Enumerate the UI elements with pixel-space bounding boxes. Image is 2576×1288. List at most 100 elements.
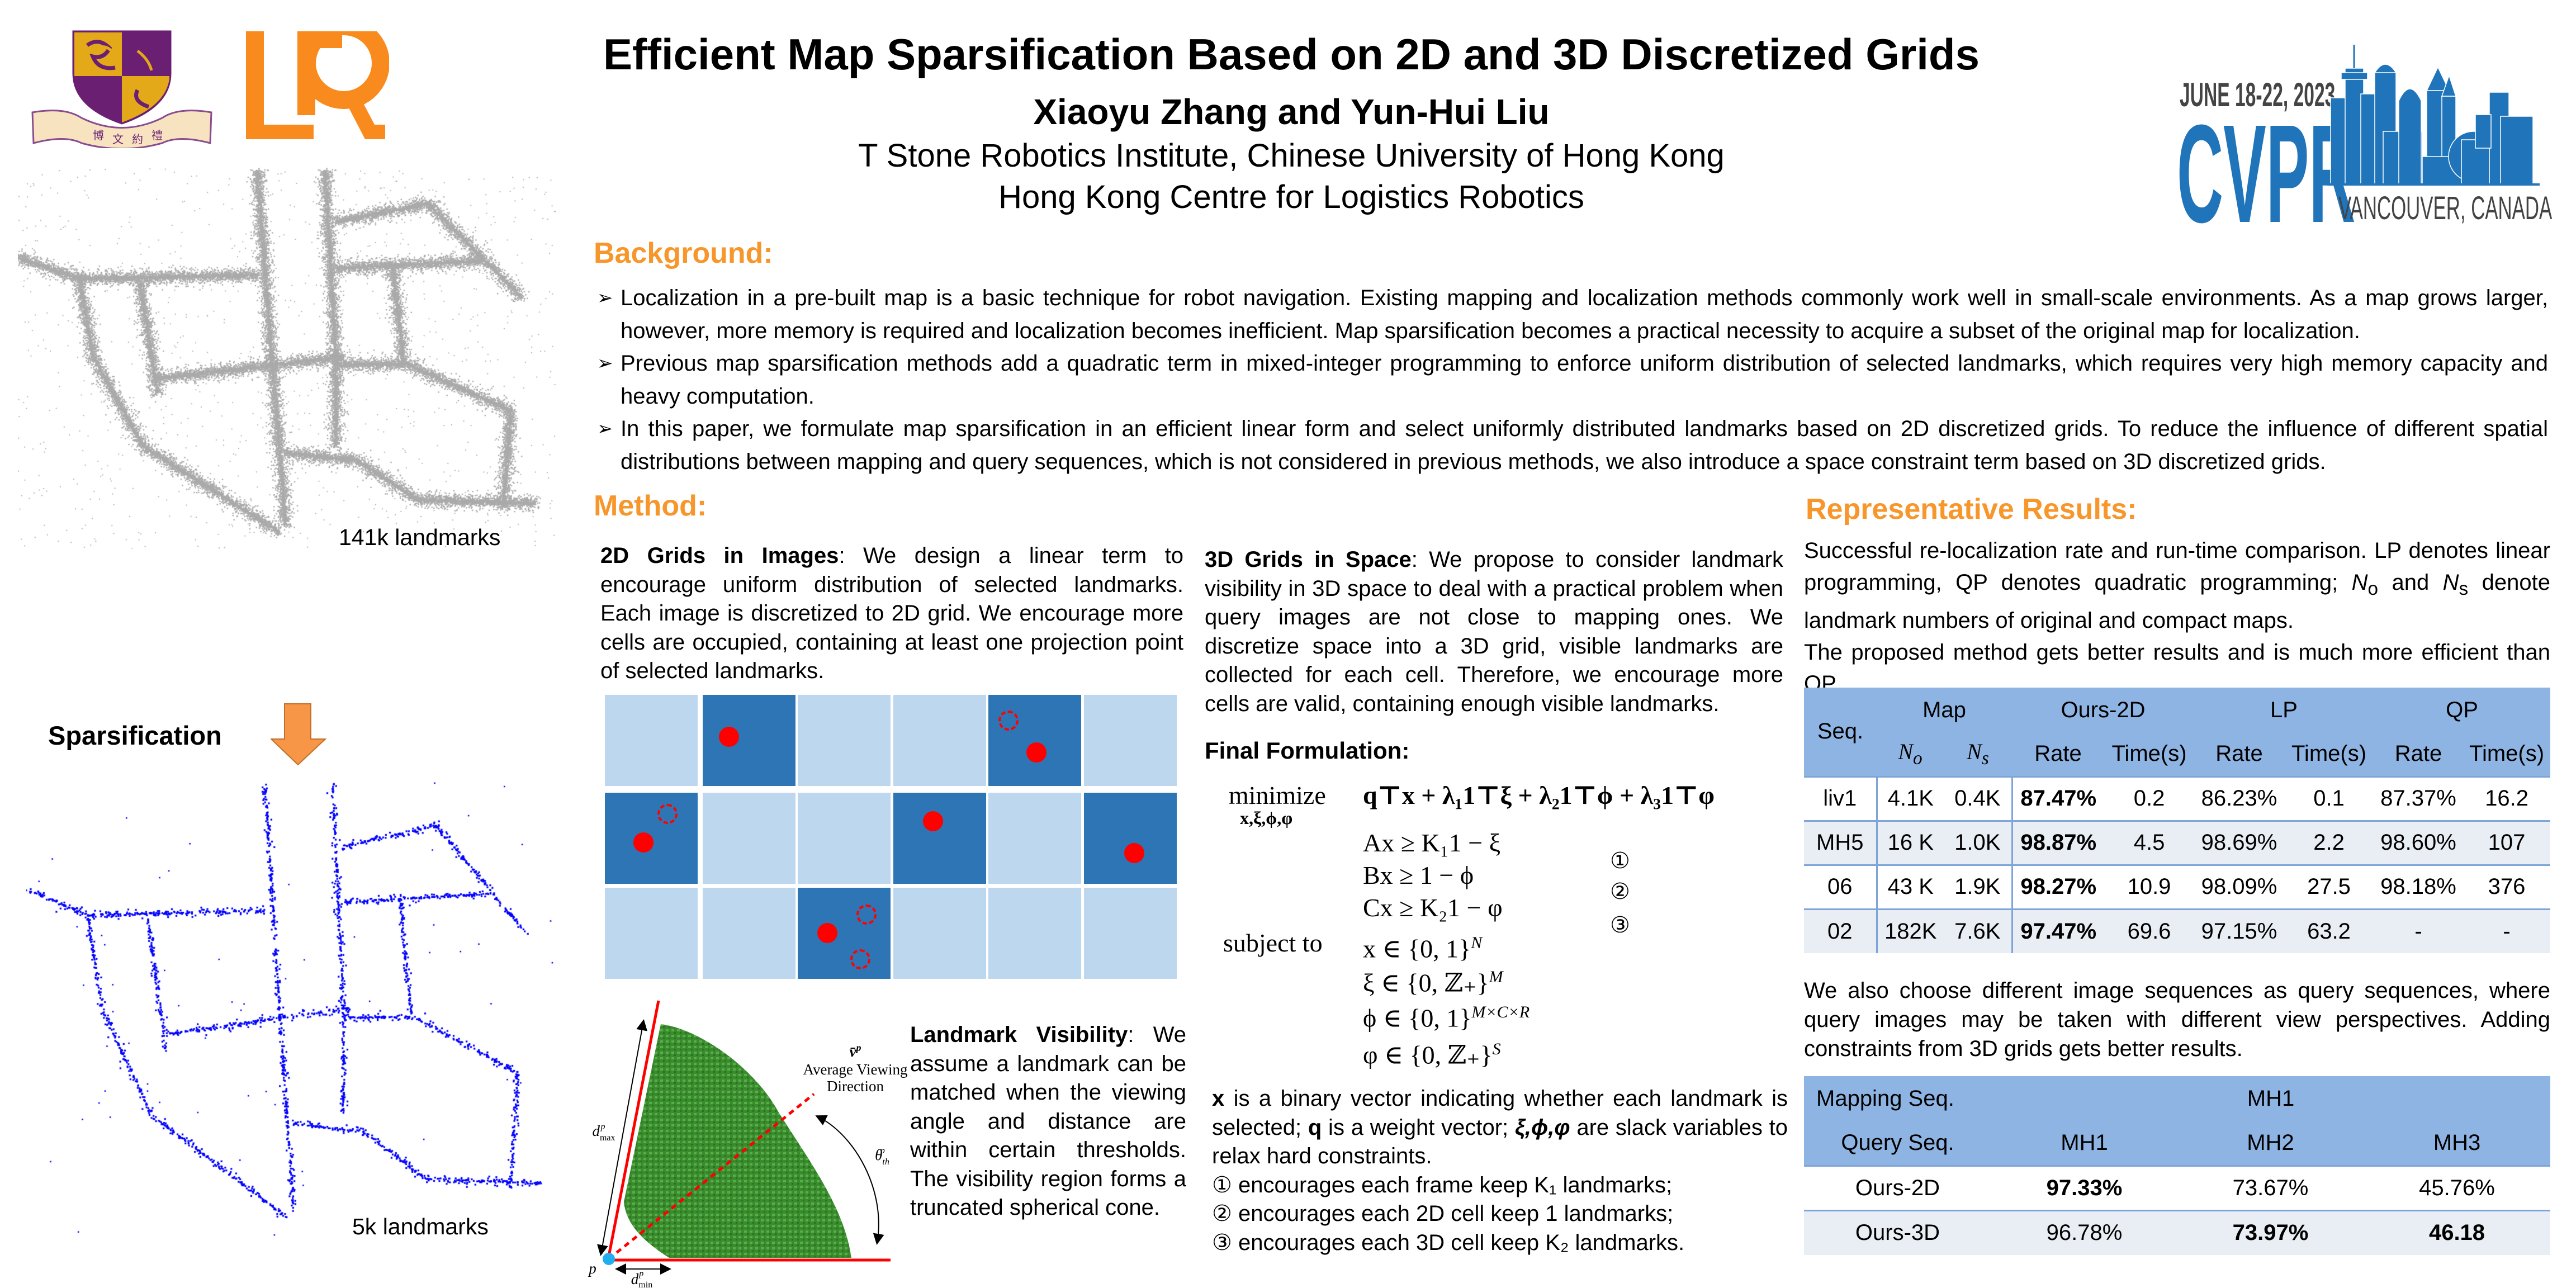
value-cell: 98.69%	[2194, 820, 2285, 865]
empty-grid-cell	[893, 888, 986, 979]
domain-exp: M×C×R	[1471, 1003, 1530, 1021]
value-cell: 98.18%	[2374, 864, 2464, 909]
query-seq-value: MH2	[2177, 1121, 2364, 1166]
arrow-bullet-icon: ➢	[597, 287, 613, 309]
avg-direction-symbol: v̄	[850, 1043, 857, 1060]
label-sup: p	[855, 1042, 861, 1053]
sub-header: Rate	[2194, 732, 2285, 776]
down-arrow-icon	[271, 703, 326, 766]
results-intro-2: The proposed method gets better results …	[1804, 640, 2550, 697]
empty-grid-cell	[703, 888, 795, 979]
cuhk-crest-logo: 博文約禮	[31, 30, 212, 148]
table-row: liv1 4.1K 0.4K 87.47% 0.2 86.23% 0.1 87.37% 16.2	[1804, 775, 2551, 821]
label-sup: p	[880, 1146, 885, 1156]
value-cell: 98.60%	[2374, 820, 2464, 865]
query-seq-label: Query Seq.	[1804, 1121, 1991, 1166]
group-header: QP	[2374, 688, 2551, 732]
symbol-sub: o	[1913, 748, 1922, 769]
n-s-symbol: N	[2442, 570, 2459, 595]
occupied-grid-cell	[988, 695, 1081, 786]
value-cell: 97.15%	[2194, 908, 2285, 953]
method-cell: Ours-2D	[1804, 1164, 1991, 1210]
constraint-1: Ax ≥ K₁1 − ξ	[1363, 828, 1501, 857]
notes-text: is a weight vector;	[1322, 1115, 1515, 1140]
svg-text:文: 文	[112, 132, 124, 146]
dmin-label: d	[631, 1271, 639, 1287]
value-cell: 182K	[1876, 908, 1944, 953]
symbol: N	[1898, 739, 1913, 765]
constraint-2: Bx ≥ 1 − ϕ	[1363, 861, 1474, 889]
svg-text:v̄p: v̄p	[850, 1042, 861, 1060]
empty-grid-cell	[988, 793, 1081, 884]
background-bullet: ➢ Localization in a pre-built map is a ba…	[597, 282, 2548, 347]
theta-label: θ	[875, 1147, 882, 1163]
unselected-landmark-dot	[856, 905, 877, 925]
table-row: MH5 16 K 1.0K 98.87% 4.5 98.69% 2.2 98.60% 107	[1804, 820, 2551, 865]
value-cell: 0.4K	[1944, 775, 2012, 821]
arrow-bullet-icon: ➢	[597, 353, 613, 374]
visibility-body: : We assume a landmark can be matched wh…	[910, 1022, 1186, 1220]
sub-header: No	[1877, 732, 1944, 776]
subject-to-label: subject to	[1223, 929, 1323, 957]
var-x: x	[1212, 1086, 1225, 1111]
value-cell: -	[2374, 908, 2464, 953]
value-cell: 43 K	[1876, 864, 1944, 909]
avg-viewing-label: Average Viewing	[803, 1061, 907, 1078]
svg-text:約: 約	[132, 132, 143, 146]
cvpr-location: VANCOUVER, CANADA	[2338, 190, 2553, 226]
label-sup: p	[638, 1269, 643, 1278]
background-bullet: ➢ Previous map sparsification methods add…	[597, 347, 2548, 413]
slack-vars: ξ,ϕ,φ	[1514, 1115, 1570, 1140]
svg-text:θthp: θthp	[875, 1146, 889, 1167]
value-cell: 1.0K	[1944, 820, 2012, 865]
domain-base: ϕ ∈ {0, 1}	[1363, 1003, 1472, 1033]
value-cell: 107	[2463, 820, 2551, 865]
grids-2d-paragraph: 2D Grids in Images: We design a linear t…	[600, 542, 1183, 686]
value-cell: -	[2463, 908, 2551, 953]
seq-header: Seq.	[1804, 688, 1877, 776]
original-map-label: 141k landmarks	[339, 524, 501, 550]
table-header-row: Seq. Map Ours-2D LP QP	[1804, 688, 2551, 776]
grids-3d-body: : We propose to consider landmark visibi…	[1205, 547, 1783, 716]
table-row: Ours-3D 96.78% 73.97% 46.18	[1804, 1209, 2551, 1255]
domain-xi: ξ ∈ {0, ℤ₊}M	[1363, 962, 1503, 998]
occupied-grid-cell	[893, 793, 986, 884]
optimization-formula: minimize x,ξ,ϕ,φ q⊤x + λ₁1⊤ξ + λ₂1⊤ϕ + λ…	[1219, 780, 1778, 1071]
value-cell: 63.2	[2284, 908, 2374, 953]
constraint-note-2: ② encourages each 2D cell keep 1 landmar…	[1212, 1201, 1674, 1226]
value-cell: 98.27%	[2011, 864, 2104, 909]
occupied-grid-cell	[1084, 793, 1177, 884]
sub-header: Time(s)	[2463, 732, 2551, 776]
query-seq-value: MH1	[1991, 1121, 2177, 1166]
selected-landmark-dot	[1026, 742, 1046, 763]
method-heading: Method:	[594, 490, 707, 522]
empty-grid-cell	[893, 695, 986, 786]
affiliation-2: Hong Kong Centre for Logistics Robotics	[998, 179, 1584, 215]
value-cell: 0.1	[2284, 775, 2374, 821]
value-cell: 86.23%	[2194, 775, 2285, 821]
notes-text: is a binary vector indicating whether ea…	[1212, 1086, 1788, 1140]
empty-grid-cell	[1084, 695, 1177, 786]
grids-2d-title: 2D Grids in Images	[600, 543, 839, 568]
value-cell: 7.6K	[1944, 908, 2012, 953]
grids-2d-body: : We design a linear term to encourage u…	[600, 543, 1183, 683]
query-seq-row: Query Seq. MH1 MH2 MH3	[1804, 1121, 2551, 1166]
table-row: Ours-2D 97.33% 73.67% 45.76%	[1804, 1164, 2551, 1210]
value-cell: 87.37%	[2374, 775, 2464, 821]
n-o-symbol: N	[2351, 570, 2368, 595]
comparison-table: Seq. Map Ours-2D LP QP No Ns Rate Time(s) Ra…	[1804, 688, 2551, 953]
vancouver-skyline-icon	[2327, 45, 2540, 186]
value-cell: 27.5	[2284, 864, 2374, 909]
empty-grid-cell	[703, 793, 795, 884]
selected-landmark-dot	[817, 923, 837, 943]
grids-3d-title: 3D Grids in Space	[1205, 547, 1412, 572]
sparsification-label: Sparsification	[48, 721, 222, 750]
selected-landmark-dot	[1124, 843, 1144, 863]
cvpr-name: CVPR	[2177, 96, 2356, 252]
value-cell: 45.76%	[2364, 1164, 2551, 1210]
selected-landmark-dot	[923, 811, 943, 831]
empty-grid-cell	[798, 695, 891, 786]
value-cell: 97.33%	[1991, 1164, 2177, 1210]
empty-grid-cell	[605, 888, 698, 979]
notes-paragraph: x is a binary vector indicating whether …	[1212, 1085, 1788, 1171]
